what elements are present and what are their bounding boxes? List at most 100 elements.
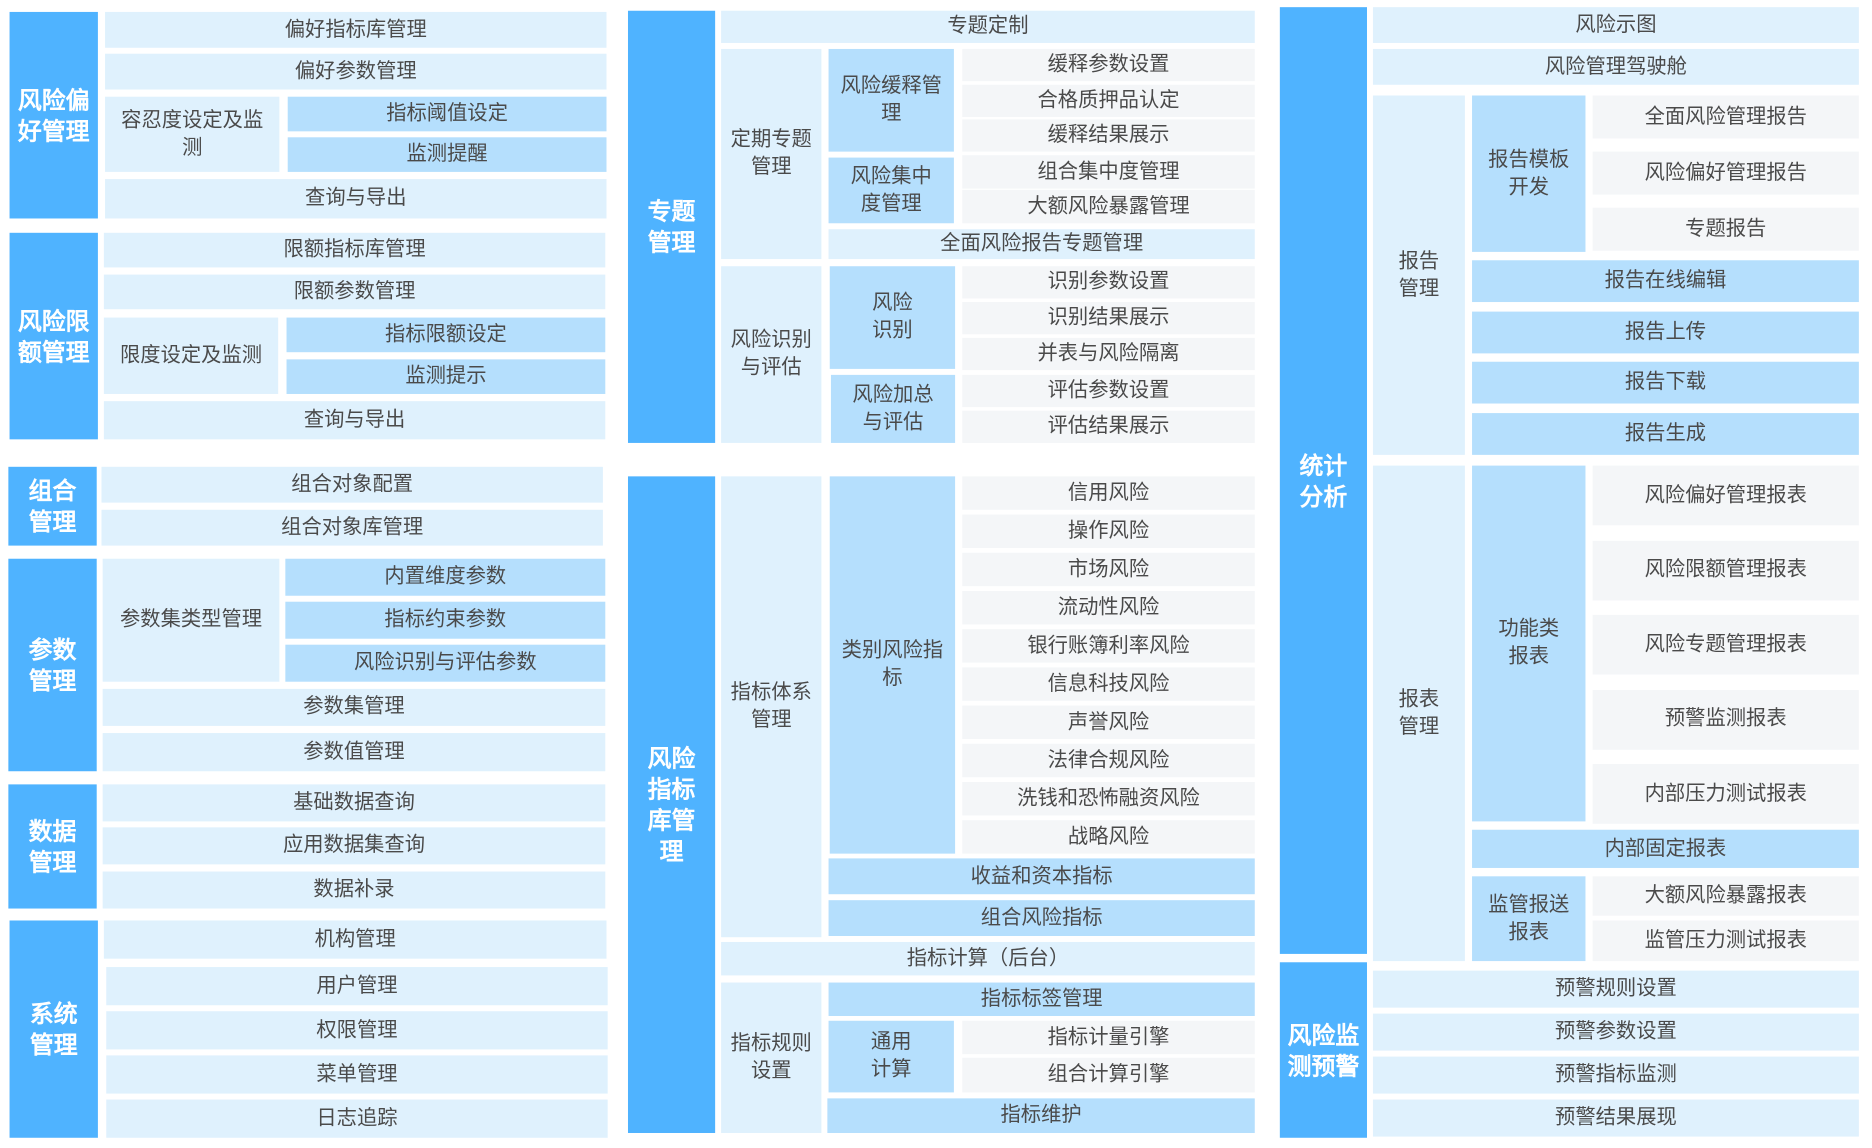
- function-item: 专题报告: [1592, 207, 1859, 251]
- function-item: 全面风险报告专题管理: [828, 229, 1255, 260]
- function-item: 数据补录: [102, 871, 606, 909]
- function-item: 指标限额设定: [286, 317, 606, 353]
- function-item: 预警参数设置: [1372, 1013, 1859, 1051]
- function-item: 内置维度参数: [285, 558, 606, 596]
- function-item: 法律合规风险: [962, 743, 1255, 778]
- function-item: 缓释结果展示: [962, 119, 1255, 152]
- function-group: 风险 识别: [829, 266, 956, 369]
- module-warning: 风险监 测预警: [1279, 962, 1367, 1138]
- function-group: 风险集中 度管理: [828, 157, 954, 224]
- function-group: 风险加总 与评估: [830, 374, 956, 443]
- function-item: 参数集管理: [102, 688, 606, 726]
- function-item: 权限管理: [106, 1011, 608, 1050]
- module-indicator: 风险 指标 库管 理: [627, 476, 716, 1133]
- function-item: 菜单管理: [106, 1055, 608, 1094]
- function-item: 评估结果展示: [962, 410, 1255, 443]
- function-group: 通用 计算: [828, 1020, 954, 1093]
- function-item: 指标维护: [827, 1098, 1255, 1133]
- function-group: 报告 管理: [1372, 95, 1465, 455]
- module-risk-appetite: 风险偏 好管理: [9, 11, 98, 219]
- function-item: 流动性风险: [962, 590, 1255, 625]
- function-item: 机构管理: [103, 920, 607, 959]
- function-item: 报告上传: [1472, 311, 1859, 354]
- function-item: 风险专题管理报表: [1592, 614, 1859, 675]
- function-item: 查询与导出: [103, 401, 606, 440]
- module-stats: 统计 分析: [1279, 7, 1367, 954]
- function-item: 信用风险: [962, 476, 1255, 510]
- function-item: 指标约束参数: [285, 601, 606, 639]
- function-item: 限额参数管理: [103, 274, 606, 310]
- function-group: 指标体系 管理: [721, 476, 822, 938]
- function-item: 银行账簿利率风险: [962, 629, 1255, 663]
- function-group: 监管报送 报表: [1472, 876, 1586, 962]
- function-item: 组合计算引擎: [962, 1057, 1255, 1093]
- function-group: 定期专题 管理: [721, 48, 822, 260]
- function-group: 类别风险指 标: [829, 476, 956, 854]
- function-item: 基础数据查询: [102, 784, 606, 822]
- function-item: 风险偏好管理报告: [1592, 151, 1859, 195]
- function-item: 声誉风险: [962, 705, 1255, 740]
- function-item: 风险示图: [1372, 7, 1859, 43]
- function-group: 风险缓释管 理: [828, 48, 954, 152]
- function-item: 并表与风险隔离: [962, 337, 1255, 371]
- function-item: 日志追踪: [106, 1099, 608, 1138]
- function-item: 指标标签管理: [828, 982, 1255, 1016]
- function-item: 操作风险: [962, 514, 1255, 548]
- function-item: 洗钱和恐怖融资风险: [962, 781, 1255, 816]
- function-group: 报告模板 开发: [1472, 95, 1586, 252]
- function-group: 功能类 报表: [1472, 465, 1586, 822]
- module-system: 系统 管理: [9, 920, 98, 1138]
- function-item: 风险偏好管理报表: [1592, 465, 1859, 526]
- module-portfolio: 组合 管理: [8, 466, 97, 546]
- function-item: 指标计量引擎: [962, 1020, 1255, 1055]
- function-group: 报表 管理: [1372, 465, 1465, 962]
- function-item: 专题定制: [721, 10, 1255, 43]
- function-item: 战略风险: [962, 820, 1255, 854]
- function-group: 限度设定及监测: [103, 317, 279, 394]
- function-item: 限额指标库管理: [103, 232, 606, 268]
- function-group: 容忍度设定及监 测: [105, 96, 280, 172]
- function-item: 报告在线编辑: [1472, 260, 1859, 303]
- function-item: 合格质押品认定: [962, 84, 1255, 118]
- function-item: 内部固定报表: [1472, 829, 1859, 868]
- function-item: 市场风险: [962, 552, 1255, 587]
- function-item: 收益和资本指标: [828, 858, 1255, 895]
- function-item: 信息科技风险: [962, 667, 1255, 701]
- function-item: 偏好参数管理: [105, 53, 607, 90]
- module-data: 数据 管理: [8, 784, 97, 909]
- function-item: 内部压力测试报表: [1592, 764, 1859, 824]
- function-item: 报告生成: [1472, 413, 1859, 455]
- function-item: 应用数据集查询: [102, 827, 606, 865]
- function-item: 监管压力测试报表: [1592, 920, 1859, 962]
- function-group: 参数集类型管理: [102, 558, 280, 682]
- function-item: 组合对象库管理: [101, 509, 603, 546]
- function-group: 指标规则 设置: [721, 982, 822, 1133]
- function-item: 风险限额管理报表: [1592, 540, 1859, 600]
- function-item: 组合集中度管理: [962, 155, 1255, 189]
- function-item: 组合对象配置: [101, 466, 603, 503]
- function-item: 参数值管理: [102, 733, 606, 772]
- function-item: 缓释参数设置: [962, 48, 1255, 82]
- module-topic: 专题 管理: [627, 10, 716, 443]
- function-item: 识别结果展示: [962, 302, 1255, 335]
- function-item: 预警监测报表: [1592, 689, 1859, 750]
- function-item: 大额风险暴露报表: [1592, 876, 1859, 916]
- function-group: 风险识别 与评估: [721, 266, 822, 443]
- function-item: 风险识别与评估参数: [285, 644, 606, 682]
- function-item: 监测提醒: [287, 137, 607, 172]
- function-item: 组合风险指标: [828, 900, 1255, 937]
- function-item: 预警指标监测: [1372, 1056, 1859, 1094]
- function-item: 识别参数设置: [962, 266, 1255, 299]
- function-item: 风险管理驾驶舱: [1372, 48, 1859, 85]
- function-item: 大额风险暴露管理: [962, 189, 1255, 224]
- function-item: 预警规则设置: [1372, 970, 1859, 1008]
- function-item: 预警结果展现: [1372, 1099, 1859, 1137]
- module-risk-limit: 风险限 额管理: [9, 232, 98, 440]
- module-parameter: 参数 管理: [8, 558, 97, 772]
- function-item: 查询与导出: [105, 179, 607, 219]
- function-item: 报告下载: [1472, 361, 1859, 404]
- function-item: 偏好指标库管理: [105, 11, 607, 48]
- function-item: 评估参数设置: [962, 374, 1255, 408]
- function-item: 监测提示: [286, 359, 606, 394]
- function-item: 指标计算（后台）: [721, 941, 1255, 976]
